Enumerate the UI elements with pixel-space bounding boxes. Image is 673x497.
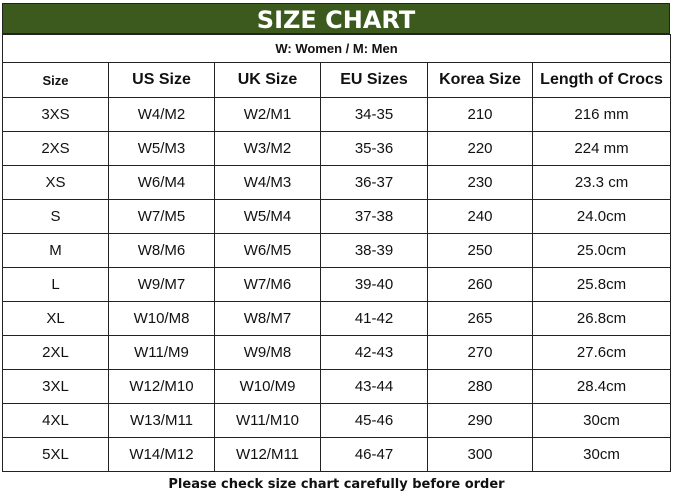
- table-cell: 36-37: [320, 165, 428, 200]
- table-cell: W8/M6: [108, 233, 215, 268]
- table-cell: 38-39: [320, 233, 428, 268]
- column-header: UK Size: [214, 62, 321, 98]
- table-cell: 4XL: [2, 403, 109, 438]
- table-row: XS W6/M4 W4/M3 36-37 230 23.3 cm: [2, 165, 672, 200]
- table-cell: 240: [427, 199, 533, 234]
- table-row: 4XL W13/M11 W11/M10 45-46 290 30cm: [2, 403, 672, 438]
- table-cell: 45-46: [320, 403, 428, 438]
- table-cell: 280: [427, 369, 533, 404]
- table-cell: 42-43: [320, 335, 428, 370]
- table-cell: W4/M3: [214, 165, 321, 200]
- table-row: 3XS W4/M2 W2/M1 34-35 210 216 mm: [2, 97, 672, 132]
- table-cell: 5XL: [2, 437, 109, 472]
- table-cell: W7/M5: [108, 199, 215, 234]
- table-cell: 41-42: [320, 301, 428, 336]
- table-cell: 34-35: [320, 97, 428, 132]
- table-cell: W6/M5: [214, 233, 321, 268]
- table-cell: 230: [427, 165, 533, 200]
- table-cell: 220: [427, 131, 533, 166]
- table-cell: 216 mm: [531, 97, 672, 132]
- table-cell: W7/M6: [214, 267, 321, 302]
- size-table: W: Women / M: Men Size US Size UK Size EU S…: [1, 34, 672, 472]
- table-row: XL W10/M8 W8/M7 41-42 265 26.8cm: [2, 301, 672, 336]
- table-row: S W7/M5 W5/M4 37-38 240 24.0cm: [2, 199, 672, 234]
- legend-subtitle: W: Women / M: Men: [1, 34, 672, 63]
- table-cell: 30cm: [531, 403, 672, 438]
- table-row: L W9/M7 W7/M6 39-40 260 25.8cm: [2, 267, 672, 302]
- table-cell: 28.4cm: [531, 369, 672, 404]
- table-cell: 25.0cm: [531, 233, 672, 268]
- table-cell: W10/M9: [214, 369, 321, 404]
- table-cell: W3/M2: [214, 131, 321, 166]
- table-cell: W6/M4: [108, 165, 215, 200]
- size-chart: SIZE CHART W: Women / M: Men Size US Size…: [1, 3, 672, 472]
- table-cell: W12/M10: [108, 369, 215, 404]
- table-row: 2XL W11/M9 W9/M8 42-43 270 27.6cm: [2, 335, 672, 370]
- table-cell: W12/M11: [214, 437, 321, 472]
- table-cell: 3XL: [2, 369, 109, 404]
- table-cell: W2/M1: [214, 97, 321, 132]
- table-cell: 39-40: [320, 267, 428, 302]
- table-cell: 24.0cm: [531, 199, 672, 234]
- table-cell: 290: [427, 403, 533, 438]
- table-cell: 300: [427, 437, 533, 472]
- table-cell: 35-36: [320, 131, 428, 166]
- table-cell: 27.6cm: [531, 335, 672, 370]
- table-cell: W13/M11: [108, 403, 215, 438]
- table-cell: W4/M2: [108, 97, 215, 132]
- table-cell: W5/M3: [108, 131, 215, 166]
- table-cell: 2XL: [2, 335, 109, 370]
- table-cell: 23.3 cm: [531, 165, 672, 200]
- table-cell: 43-44: [320, 369, 428, 404]
- header-row: Size US Size UK Size EU Sizes Korea Size Leng…: [2, 62, 672, 98]
- table-cell: W11/M10: [214, 403, 321, 438]
- table-cell: W5/M4: [214, 199, 321, 234]
- table-cell: 2XS: [2, 131, 109, 166]
- table-cell: 265: [427, 301, 533, 336]
- table-cell: W8/M7: [214, 301, 321, 336]
- table-row: 3XL W12/M10 W10/M9 43-44 280 28.4cm: [2, 369, 672, 404]
- table-cell: 260: [427, 267, 533, 302]
- table-cell: 224 mm: [531, 131, 672, 166]
- footer-note: Please check size chart carefully before…: [168, 477, 505, 492]
- column-header: Size: [2, 62, 109, 98]
- table-row: M W8/M6 W6/M5 38-39 250 25.0cm: [2, 233, 672, 268]
- table-cell: 210: [427, 97, 533, 132]
- table-cell: 46-47: [320, 437, 428, 472]
- table-cell: L: [2, 267, 109, 302]
- table-cell: XL: [2, 301, 109, 336]
- table-cell: W14/M12: [108, 437, 215, 472]
- column-header: US Size: [108, 62, 215, 98]
- table-cell: W9/M8: [214, 335, 321, 370]
- column-header: Length of Crocs: [531, 62, 672, 98]
- table-cell: W9/M7: [108, 267, 215, 302]
- table-cell: W10/M8: [108, 301, 215, 336]
- table-row: 2XS W5/M3 W3/M2 35-36 220 224 mm: [2, 131, 672, 166]
- table-row: 5XL W14/M12 W12/M11 46-47 300 30cm: [2, 437, 672, 472]
- table-cell: 26.8cm: [531, 301, 672, 336]
- table-cell: 25.8cm: [531, 267, 672, 302]
- table-cell: 250: [427, 233, 533, 268]
- table-cell: 270: [427, 335, 533, 370]
- table-cell: XS: [2, 165, 109, 200]
- table-cell: 3XS: [2, 97, 109, 132]
- table-cell: W11/M9: [108, 335, 215, 370]
- table-cell: 37-38: [320, 199, 428, 234]
- table-cell: S: [2, 199, 109, 234]
- chart-title: SIZE CHART: [2, 3, 670, 34]
- column-header: EU Sizes: [320, 62, 428, 98]
- table-cell: 30cm: [531, 437, 672, 472]
- column-header: Korea Size: [427, 62, 533, 98]
- table-cell: M: [2, 233, 109, 268]
